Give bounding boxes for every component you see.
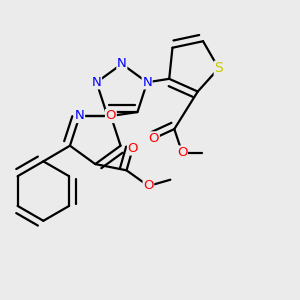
- Text: S: S: [214, 61, 223, 75]
- Text: N: N: [142, 76, 152, 89]
- Text: O: O: [149, 132, 159, 145]
- Text: O: O: [128, 142, 138, 155]
- Text: N: N: [117, 58, 127, 70]
- Text: N: N: [92, 76, 101, 89]
- Text: O: O: [177, 146, 188, 159]
- Text: O: O: [143, 179, 154, 193]
- Text: O: O: [106, 110, 116, 122]
- Text: N: N: [75, 110, 85, 122]
